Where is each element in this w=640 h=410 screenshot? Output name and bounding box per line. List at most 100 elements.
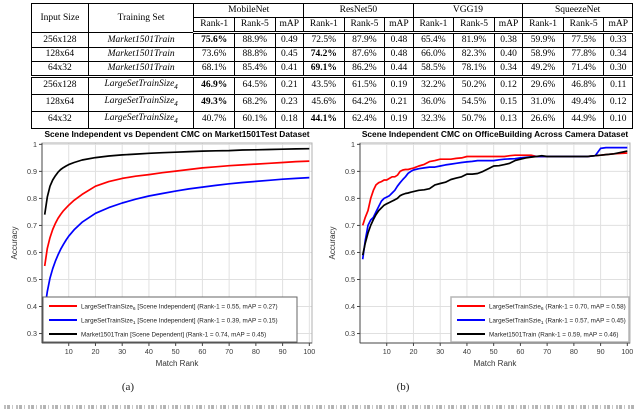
svg-text:80: 80: [570, 347, 578, 356]
input-size-cell: 256x128: [31, 32, 89, 48]
value-cell: 77.8%: [562, 47, 605, 62]
model-header: SqueezeNet: [522, 3, 633, 18]
subfigure-label-a: (a): [121, 381, 135, 393]
chart-title: Scene Independent vs Dependent CMC on Ma…: [44, 129, 309, 139]
svg-text:40: 40: [145, 347, 153, 356]
value-cell: 0.13: [493, 110, 524, 129]
metric-header: Rank-5: [453, 17, 495, 34]
cmc-chart-officebuilding: 0.3 0.4 0.5 0.6 0.7 0.8 0.9 1 10 20 30 40 50 60 70 80 90…: [324, 128, 638, 378]
value-cell: 31.0%: [522, 93, 564, 112]
value-cell: 46.9%: [193, 75, 235, 95]
svg-text:0.4: 0.4: [27, 302, 37, 311]
metric-header: Rank-5: [343, 17, 386, 34]
legend-entry: LargeSetTrainSzie6 (Rank-1 = 0.70, mAP =…: [489, 303, 626, 312]
tick-labels: 0.3 0.4 0.5 0.6 0.7 0.8 0.9 1 10 20 30 40 50 60 70 80 90…: [27, 140, 315, 356]
cmc-chart-b-svg: 0.3 0.4 0.5 0.6 0.7 0.8 0.9 1 10 20 30 40 50 60 70 80 90…: [328, 129, 633, 368]
series-line-1: [361, 146, 628, 260]
value-cell: 78.1%: [453, 61, 495, 77]
metric-header: Rank-1: [193, 17, 235, 34]
value-cell: 64.2%: [343, 93, 386, 112]
legend-entry: Market1501Train [Scene Dependent] (Rank-…: [81, 331, 266, 338]
series-line-0: [361, 152, 628, 226]
svg-text:30: 30: [436, 347, 444, 356]
row-header-input-size: Input Size: [31, 3, 89, 33]
svg-text:80: 80: [252, 347, 260, 356]
svg-text:10: 10: [65, 347, 73, 356]
y-axis-label: Accuracy: [10, 227, 19, 260]
value-cell: 0.38: [493, 32, 524, 48]
model-header: MobileNet: [193, 3, 305, 18]
table-row: 256x128 LargeSetTrainSize4 46.9% 64.5% 0.21 4…: [31, 75, 633, 95]
value-cell: 0.10: [603, 110, 633, 129]
svg-text:0.9: 0.9: [345, 167, 355, 176]
svg-text:0.7: 0.7: [27, 221, 37, 230]
training-set-cell: LargeSetTrainSize4: [87, 75, 195, 95]
table-row: 64x32 LargeSetTrainSize4 40.7% 60.1% 0.18 44.…: [31, 110, 633, 129]
value-cell: 50.2%: [453, 75, 495, 95]
svg-text:70: 70: [543, 347, 551, 356]
value-cell: 40.7%: [193, 110, 235, 129]
value-cell: 0.21: [274, 75, 305, 95]
value-cell: 86.2%: [343, 61, 386, 77]
value-cell: 0.48: [384, 32, 414, 48]
metric-header: Rank-1: [303, 17, 345, 34]
svg-text:20: 20: [91, 347, 99, 356]
svg-text:0.6: 0.6: [27, 248, 37, 257]
metric-header: Rank-1: [522, 17, 564, 34]
value-cell: 0.44: [384, 61, 414, 77]
value-cell: 49.3%: [193, 93, 235, 112]
svg-text:20: 20: [409, 347, 417, 356]
value-cell: 0.34: [493, 61, 524, 77]
cmc-chart-a-svg: 0.3 0.4 0.5 0.6 0.7 0.8 0.9 1 10 20 30 40 50 60 70 80 90…: [10, 129, 315, 368]
value-cell: 32.2%: [412, 75, 455, 95]
value-cell: 0.18: [274, 110, 305, 129]
cut-off-caption-fragment: [4, 405, 636, 409]
training-set-cell: Market1501Train: [87, 32, 195, 48]
value-cell: 71.4%: [562, 61, 605, 77]
svg-text:50: 50: [490, 347, 498, 356]
training-set-cell: LargeSetTrainSize4: [87, 110, 195, 129]
legend-entry: Market1501Train (Rank-1 = 0.59, mAP = 0.…: [489, 331, 619, 338]
value-cell: 0.19: [384, 110, 414, 129]
value-cell: 0.21: [384, 93, 414, 112]
value-cell: 0.30: [603, 61, 633, 77]
value-cell: 88.8%: [234, 47, 276, 62]
legend: LargeSetTrainSize6 [Scene Independent] (…: [42, 296, 298, 343]
value-cell: 72.5%: [303, 32, 345, 48]
value-cell: 0.12: [603, 93, 633, 112]
table-head: Input Size Training Set MobileNet ResNet50 V…: [31, 3, 633, 34]
series-line-1: [43, 176, 310, 310]
value-cell: 69.1%: [303, 61, 345, 77]
value-cell: 61.5%: [343, 75, 386, 95]
input-size-cell: 128x64: [31, 93, 89, 112]
input-size-cell: 64x32: [31, 110, 89, 129]
x-axis-label: Match Rank: [474, 359, 518, 368]
svg-text:90: 90: [597, 347, 605, 356]
input-size-cell: 128x64: [31, 47, 89, 62]
value-cell: 0.40: [493, 47, 524, 62]
value-cell: 87.6%: [343, 47, 386, 62]
svg-text:100: 100: [303, 347, 315, 356]
value-cell: 66.0%: [412, 47, 455, 62]
series-line-2: [43, 147, 310, 215]
value-cell: 73.6%: [193, 47, 235, 62]
svg-text:1: 1: [351, 140, 355, 149]
svg-text:0.3: 0.3: [27, 329, 37, 338]
value-cell: 60.1%: [234, 110, 276, 129]
value-cell: 0.19: [384, 75, 414, 95]
subfigure-label-b: (b): [396, 381, 410, 393]
x-axis-label: Match Rank: [156, 359, 200, 368]
model-header: VGG19: [412, 3, 524, 18]
value-cell: 0.23: [274, 93, 305, 112]
svg-text:60: 60: [516, 347, 524, 356]
svg-text:0.6: 0.6: [345, 248, 355, 257]
legend-entry: LargeSetTrainSzie1 (Rank-1 = 0.57, mAP =…: [489, 317, 626, 326]
training-set-cell: Market1501Train: [87, 47, 195, 62]
svg-text:70: 70: [225, 347, 233, 356]
metric-header: mAP: [603, 17, 633, 34]
value-cell: 88.9%: [234, 32, 276, 48]
svg-text:40: 40: [463, 347, 471, 356]
value-cell: 26.6%: [522, 110, 564, 129]
metric-header: Rank-5: [562, 17, 605, 34]
value-cell: 44.1%: [303, 110, 345, 129]
